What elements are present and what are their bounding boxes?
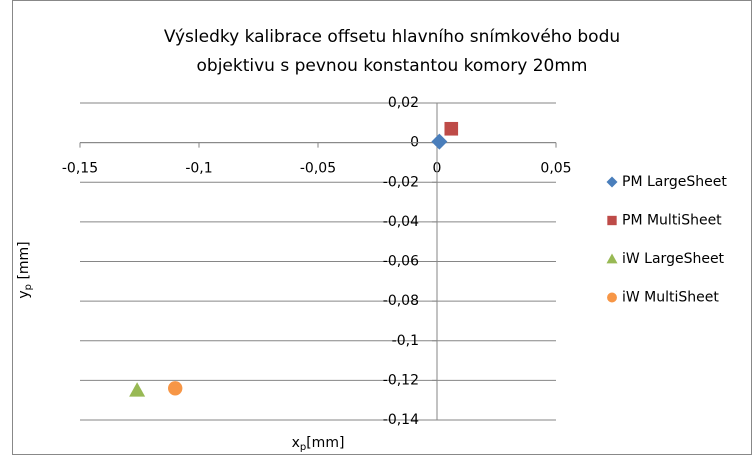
marker xyxy=(607,215,617,226)
legend-label: iW MultiSheet xyxy=(622,290,719,306)
x-tick-label: -0,15 xyxy=(62,161,98,177)
marker xyxy=(168,381,183,396)
x-tick-label: -0,05 xyxy=(300,161,336,177)
marker xyxy=(431,133,448,150)
y-tick-label: -0,08 xyxy=(383,293,419,309)
legend-label: PM MultiSheet xyxy=(622,213,722,229)
chart-title: objektivu s pevnou konstantou komory 20m… xyxy=(197,56,588,76)
x-tick-label: 0,05 xyxy=(540,161,571,177)
legend-label: PM LargeSheet xyxy=(622,174,727,190)
marker xyxy=(606,176,618,188)
marker xyxy=(129,382,146,397)
chart-border xyxy=(12,0,752,455)
y-axis-title: yp [mm] xyxy=(16,241,34,298)
chart-title: Výsledky kalibrace offsetu hlavního sním… xyxy=(164,27,620,47)
y-tick-label: -0,02 xyxy=(383,174,419,190)
marker xyxy=(607,292,617,303)
y-tick-label: -0,06 xyxy=(383,254,419,270)
y-tick-label: -0,14 xyxy=(383,412,419,428)
y-tick-label: -0,12 xyxy=(383,372,419,388)
y-tick-label: -0,04 xyxy=(383,214,419,230)
marker xyxy=(606,253,618,264)
legend-label: iW LargeSheet xyxy=(622,251,725,267)
x-tick-label: -0,1 xyxy=(185,161,212,177)
y-tick-label: 0,02 xyxy=(388,95,419,111)
y-tick-label: -0,1 xyxy=(392,333,419,349)
marker xyxy=(444,121,459,136)
x-axis-title: xp[mm] xyxy=(292,435,345,453)
